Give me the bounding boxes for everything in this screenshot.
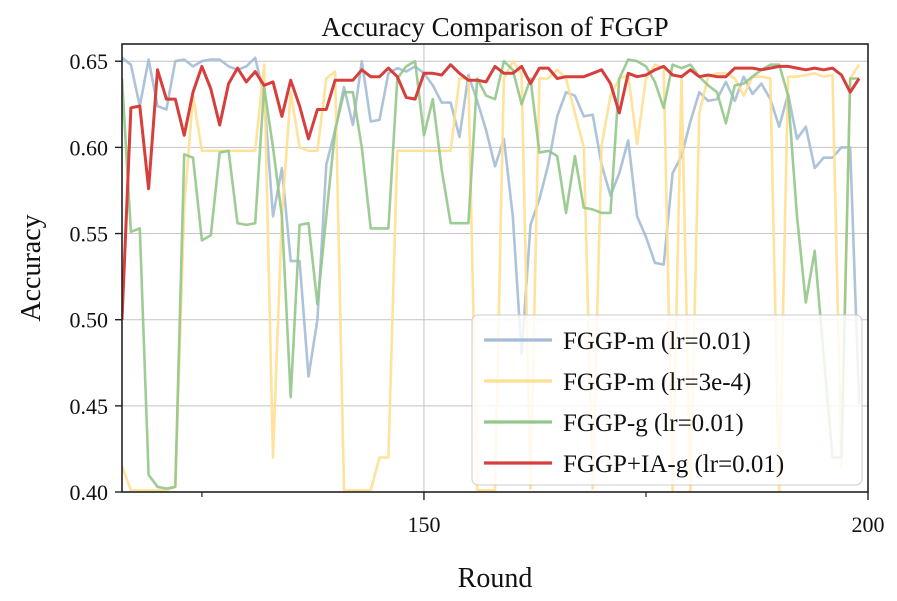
legend-label-2: FGGP-m (lr=3e-4) xyxy=(563,369,751,396)
series-line-2 xyxy=(122,59,861,492)
y-tick-label: 0.50 xyxy=(70,308,109,333)
legend-label-4: FGGP+IA-g (lr=0.01) xyxy=(563,451,784,478)
series-line-4 xyxy=(122,63,861,320)
axis-ticks: 0.40 0.45 0.50 0.55 0.60 0.65 150 200 xyxy=(70,49,885,537)
series-line-1 xyxy=(122,56,861,405)
y-axis-label: Accuracy xyxy=(16,214,47,321)
chart-title: Accuracy Comparison of FGGP xyxy=(321,12,668,42)
x-tick-label: 150 xyxy=(407,512,440,537)
plot-frame xyxy=(121,43,869,493)
y-tick-label: 0.65 xyxy=(70,49,109,74)
series-layer xyxy=(122,56,861,492)
legend: FGGP-m (lr=0.01) FGGP-m (lr=3e-4) FGGP-g (… xyxy=(471,314,863,486)
legend-box xyxy=(471,314,863,486)
y-tick-label: 0.45 xyxy=(70,394,109,419)
x-axis-label: Round xyxy=(458,563,533,594)
legend-label-3: FGGP-g (lr=0.01) xyxy=(563,410,744,437)
x-tick-label: 200 xyxy=(852,512,885,537)
series-line-3 xyxy=(122,58,860,490)
y-tick-label: 0.40 xyxy=(70,480,109,505)
legend-label-1: FGGP-m (lr=0.01) xyxy=(563,328,751,355)
y-tick-label: 0.60 xyxy=(70,135,109,160)
y-tick-label: 0.55 xyxy=(70,222,109,247)
